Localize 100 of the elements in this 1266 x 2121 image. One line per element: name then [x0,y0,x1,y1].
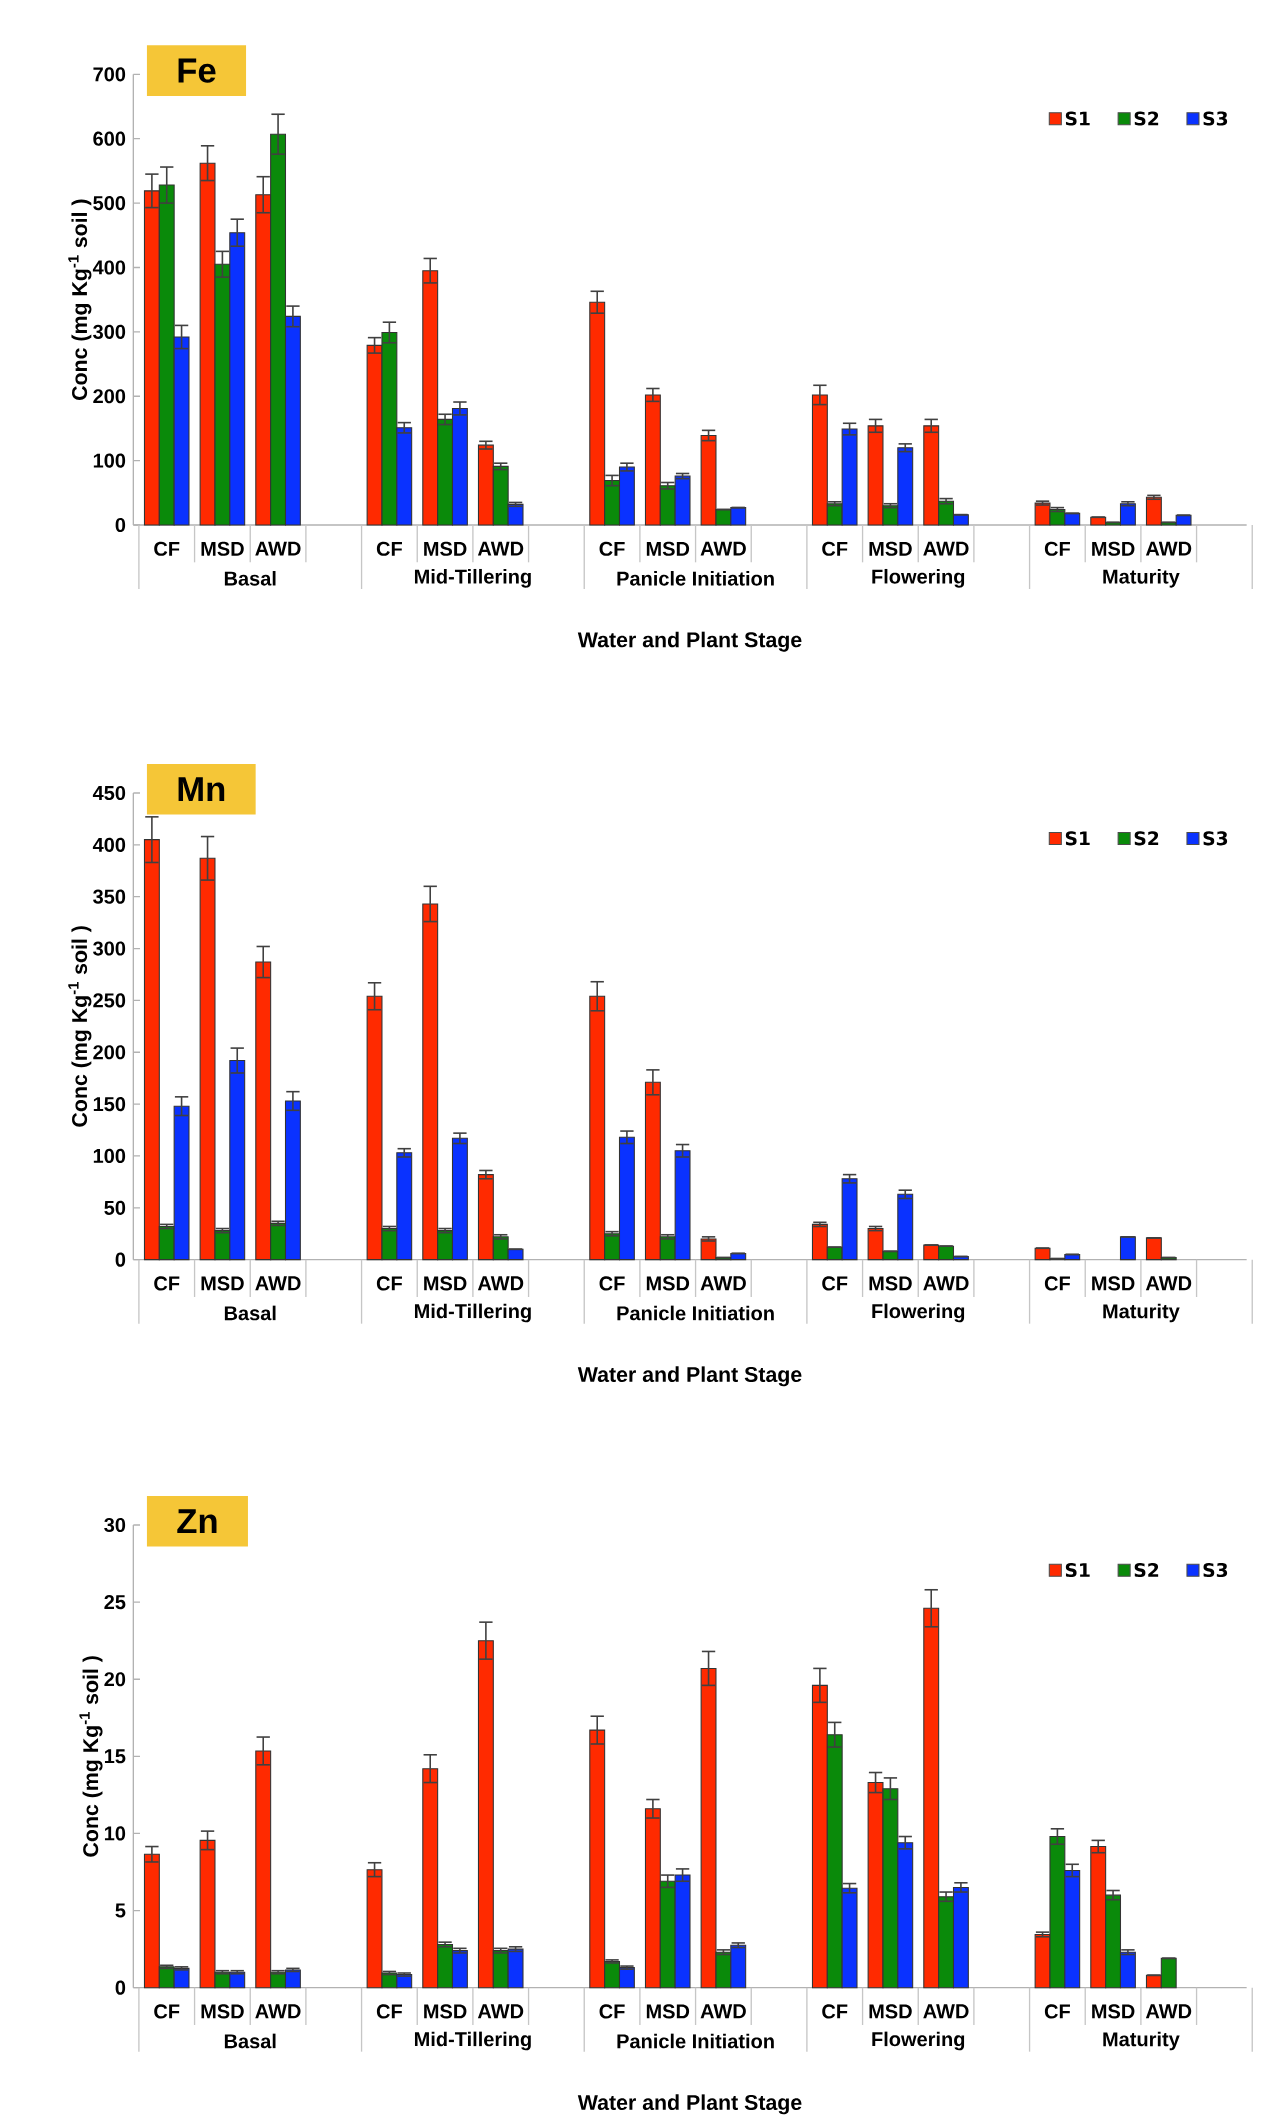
y-tick-label: 0 [115,1252,126,1267]
legend-label: S1 [1065,111,1090,126]
x-axis-title: Water and Plant Stage [577,631,802,652]
x-tick-label: MSD [869,1276,912,1291]
x-tick-label: MSD [1092,541,1135,556]
text: Flowering [872,2031,965,2051]
x-axis-title: Water and Plant Stage [577,2094,802,2115]
y-axis-title: Conc (mg Kg$^{-1}$ soil ) [68,199,92,400]
y-tick-label: 300 [93,324,126,339]
x-tick-label: MSD [1092,2004,1135,2019]
text: Panicle Initiation [617,570,774,586]
x-axis-title: Water and Plant Stage [577,1366,802,1387]
x-tick-label: CF [154,1276,180,1291]
x-tick-label: CF [1044,2004,1070,2019]
legend-label: S2 [1134,1562,1159,1578]
text: Panicle Initiation [617,1305,774,1321]
x-tick-label: MSD [201,1276,244,1291]
y-tick-label: 50 [104,1200,126,1215]
x-tick-label: MSD [646,2004,690,2019]
x-tick-label: MSD [424,541,467,556]
text: Flowering [872,1303,965,1323]
x-tick-label: AWD [477,1276,524,1291]
x-tick-label: AWD [700,1276,746,1291]
x-tick-label: MSD [646,1276,690,1291]
text: Mid-Tillering [414,1303,531,1323]
x-tick-label: AWD [700,541,746,556]
x-tick-label: CF [376,1276,402,1291]
y-tick-label: 30 [104,1517,126,1533]
y-tick-label: 150 [93,1097,126,1112]
y-axis-title: Conc (mg Kg$^{-1}$ soil ) [79,1656,103,1857]
y-tick-label: 0 [115,517,126,533]
y-tick-label: 500 [93,196,126,211]
x-tick-label: AWD [1145,541,1192,556]
y-tick-label: 350 [93,889,126,904]
x-tick-label: MSD [1092,1276,1135,1291]
legend-label: S1 [1065,831,1090,846]
x-tick-label: CF [154,541,180,556]
x-tick-label: AWD [255,2004,301,2019]
y-tick-label: 300 [93,941,126,956]
x-tick-label: CF [376,2004,402,2019]
x-tick-label: MSD [201,2004,244,2019]
x-tick-label: AWD [700,2004,746,2019]
y-tick-label: 450 [92,785,126,801]
y-tick-label: 200 [93,1045,126,1060]
text: Maturity [1103,1303,1180,1323]
x-tick-label: MSD [424,2004,467,2019]
chart-title: Mn [178,777,225,802]
y-tick-label: 600 [93,131,126,146]
x-tick-label: MSD [201,541,244,556]
x-tick-label: AWD [255,541,301,556]
legend-label: S3 [1203,111,1228,126]
text: Mid-Tillering [414,568,531,588]
x-tick-label: CF [376,541,402,556]
x-tick-label: CF [822,541,848,556]
x-tick-label: MSD [424,1276,467,1291]
text: Basal [224,570,276,586]
x-tick-label: AWD [1145,1276,1192,1291]
text: Flowering [872,568,965,588]
y-axis-title: Conc (mg Kg$^{-1}$ soil ) [68,926,92,1127]
y-tick-label: 100 [93,453,126,468]
chart-title: Fe [178,58,216,83]
x-tick-label: AWD [923,1276,969,1291]
text: Maturity [1103,569,1180,588]
y-tick-label: 100 [93,1148,126,1164]
x-tick-label: MSD [869,541,912,556]
y-tick-label: 20 [104,1672,126,1687]
y-tick-label: 200 [93,389,126,404]
x-tick-label: AWD [477,2004,524,2019]
x-tick-label: CF [822,1276,848,1291]
legend-label: S2 [1134,831,1159,846]
text: Mid-Tillering [414,2031,531,2051]
y-tick-label: 15 [104,1749,126,1764]
legend-label: S3 [1203,1562,1228,1578]
text: Basal [224,1305,276,1321]
y-tick-label: 250 [93,993,126,1008]
y-tick-label: 700 [93,67,126,82]
x-tick-label: AWD [923,541,969,556]
x-tick-label: CF [154,2004,180,2019]
text: Basal [224,2033,276,2049]
x-tick-label: MSD [646,541,690,556]
x-tick-label: CF [1044,1276,1070,1291]
y-tick-label: 400 [92,837,126,852]
x-tick-label: AWD [255,1276,301,1291]
legend-label: S3 [1203,831,1228,846]
x-tick-label: MSD [869,2004,912,2019]
x-tick-label: AWD [477,541,524,556]
chart-title: Zn [177,1509,217,1534]
y-tick-label: 5 [115,1903,126,1918]
text: Panicle Initiation [617,2033,774,2049]
legend-label: S1 [1065,1562,1090,1578]
x-tick-label: CF [599,2004,625,2019]
x-tick-label: AWD [923,2004,969,2019]
legend-label: S2 [1134,111,1159,126]
text: Maturity [1103,2031,1180,2051]
y-tick-label: 400 [92,260,126,275]
x-tick-label: CF [599,541,625,556]
x-tick-label: AWD [1145,2004,1192,2019]
x-tick-label: CF [599,1276,625,1291]
x-tick-label: CF [822,2004,848,2019]
y-tick-label: 0 [115,1980,126,1995]
